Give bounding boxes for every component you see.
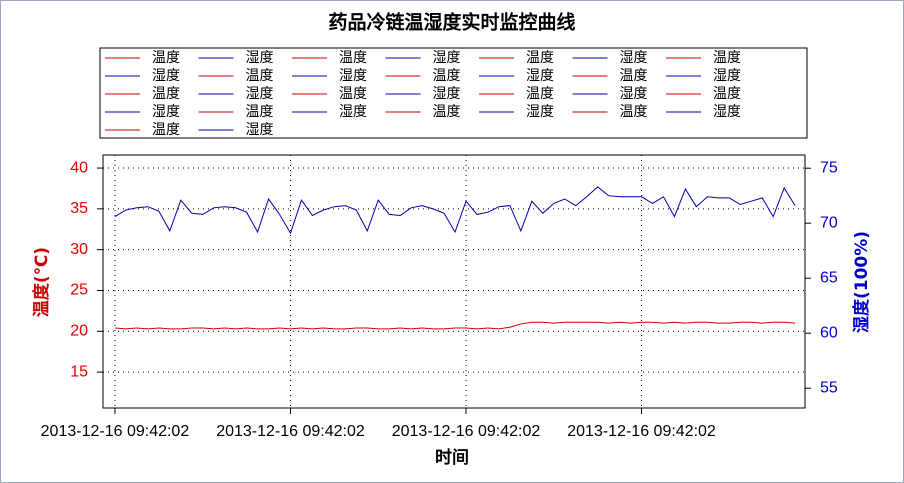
legend-label: 湿度 (246, 122, 274, 138)
legend-label: 温度 (620, 68, 648, 84)
legend-label: 温度 (246, 68, 274, 84)
legend-label: 温度 (152, 86, 180, 102)
y2-tick-label: 65 (820, 269, 838, 286)
legend-label: 湿度 (152, 104, 180, 120)
legend (99, 47, 808, 139)
legend-label: 温度 (246, 104, 274, 120)
legend-label: 湿度 (433, 86, 461, 102)
y2-axis-label: 湿度(100%) (851, 231, 872, 333)
legend-label: 温度 (433, 68, 461, 84)
x-tick-label: 2013-12-16 09:42:02 (41, 423, 190, 440)
legend-label: 温度 (526, 50, 554, 66)
legend-label: 温度 (433, 104, 461, 120)
x-tick-label: 2013-12-16 09:42:02 (567, 423, 716, 440)
y-tick-label: 30 (70, 241, 88, 258)
plot-area (102, 154, 806, 409)
legend-label: 湿度 (526, 68, 554, 84)
legend-label: 湿度 (339, 104, 367, 120)
y2-tick-label: 60 (820, 324, 838, 341)
y2-tick-label: 70 (820, 214, 838, 231)
legend-label: 温度 (152, 122, 180, 138)
x-tick-label: 2013-12-16 09:42:02 (216, 423, 365, 440)
x-tick-label: 2013-12-16 09:42:02 (392, 423, 541, 440)
y-tick-label: 20 (70, 323, 88, 340)
legend-label: 湿度 (339, 68, 367, 84)
y-tick-label: 25 (70, 282, 88, 299)
legend-label: 湿度 (246, 86, 274, 102)
x-axis-label: 时间 (435, 447, 469, 468)
y2-tick-label: 75 (820, 159, 838, 176)
y-tick-label: 15 (70, 363, 88, 380)
legend-label: 温度 (713, 86, 741, 102)
y-tick-label: 35 (70, 200, 88, 217)
legend-label: 湿度 (246, 50, 274, 66)
y-tick-label: 40 (70, 159, 88, 176)
series-line (114, 186, 796, 235)
y-axis-label: 温度(℃) (31, 247, 52, 317)
legend-label: 湿度 (620, 86, 648, 102)
legend-label: 湿度 (152, 68, 180, 84)
legend-label: 温度 (620, 104, 648, 120)
legend-label: 湿度 (713, 104, 741, 120)
y2-tick-label: 55 (820, 379, 838, 396)
chart-title: 药品冷链温湿度实时监控曲线 (328, 11, 575, 34)
legend-label: 温度 (526, 86, 554, 102)
legend-label: 温度 (152, 50, 180, 66)
legend-label: 温度 (339, 86, 367, 102)
legend-label: 温度 (713, 50, 741, 66)
legend-label: 湿度 (433, 50, 461, 66)
legend-label: 湿度 (713, 68, 741, 84)
legend-label: 湿度 (620, 50, 648, 66)
legend-label: 湿度 (526, 104, 554, 120)
legend-label: 温度 (339, 50, 367, 66)
series-line (114, 321, 796, 330)
